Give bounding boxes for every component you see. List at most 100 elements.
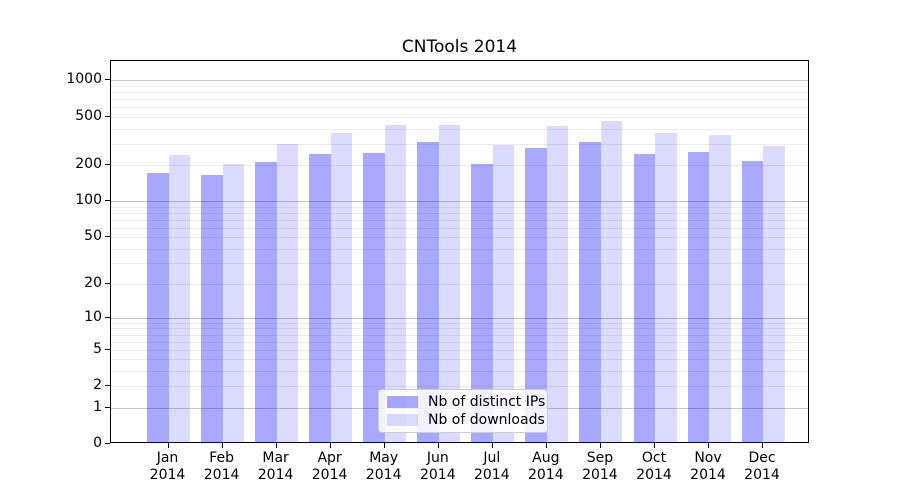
gridline-minor (111, 341, 808, 343)
bar-distinct-ips (363, 153, 385, 443)
legend-label-downloads: Nb of downloads (428, 412, 545, 428)
x-tick-label: Jan 2014 (149, 450, 186, 483)
x-tick-label: Dec 2014 (744, 450, 780, 483)
chart-title: CNTools 2014 (401, 37, 518, 57)
x-tick-label: Feb 2014 (203, 450, 240, 483)
y-tick-label: 0 (93, 435, 102, 451)
x-tick-mark (654, 443, 655, 448)
bar-downloads (438, 125, 461, 443)
x-tick-mark (329, 443, 331, 448)
x-tick-mark (491, 443, 493, 448)
y-tick-mark (105, 115, 110, 117)
y-tick-mark (105, 163, 110, 165)
x-tick-mark (221, 443, 223, 448)
gridline-minor (111, 237, 808, 238)
y-tick-label: 10 (84, 308, 102, 325)
x-tick-label: Nov 2014 (690, 450, 726, 483)
gridline-minor (111, 164, 808, 166)
y-tick-label: 2 (93, 377, 102, 394)
x-tick-label: May 2014 (365, 450, 402, 483)
bar-distinct-ips (417, 141, 439, 443)
y-tick-label: 1000 (66, 71, 102, 88)
y-tick-mark (105, 406, 110, 408)
bar-downloads (168, 155, 190, 443)
gridline-minor (111, 322, 808, 324)
y-tick-mark (105, 282, 110, 284)
y-tick-label: 5 (93, 340, 102, 357)
y-tick-mark (105, 443, 110, 444)
bar-distinct-ips (579, 141, 601, 443)
gridline-minor (111, 334, 808, 336)
plot-area (110, 60, 809, 443)
gridline-minor (111, 349, 808, 351)
y-tick-label: 1 (93, 398, 102, 415)
gridline-minor (111, 143, 808, 145)
x-tick-mark (599, 443, 601, 448)
bar-downloads (600, 120, 623, 443)
legend-item-downloads: Nb of downloads (387, 412, 545, 428)
x-tick-label: Apr 2014 (311, 450, 348, 483)
bar-distinct-ips (255, 162, 277, 443)
bar-downloads (330, 132, 353, 443)
y-tick-mark (105, 385, 110, 387)
gridline-minor (111, 99, 808, 101)
gridline-major (111, 317, 808, 319)
x-tick-mark (383, 443, 385, 448)
gridline-minor (111, 206, 808, 208)
bar-distinct-ips (741, 161, 763, 443)
bar-distinct-ips (687, 152, 709, 443)
x-tick-label: Sep 2014 (582, 450, 618, 483)
x-tick-mark (545, 443, 547, 448)
legend-swatch-distinct-ips (387, 396, 418, 408)
gridline-major (111, 80, 808, 82)
bar-downloads (655, 132, 677, 443)
y-tick-label: 500 (75, 107, 102, 124)
gridline-minor (111, 128, 808, 130)
x-tick-mark (708, 443, 709, 448)
y-tick-mark (105, 200, 110, 202)
y-tick-mark (105, 348, 110, 350)
bar-distinct-ips (633, 154, 655, 443)
gridline-minor (111, 92, 808, 94)
bar-distinct-ips (201, 174, 223, 443)
gridline-minor (111, 219, 808, 221)
gridline-major (111, 201, 808, 203)
y-tick-label: 20 (84, 274, 102, 291)
y-tick-mark (105, 316, 110, 318)
bar-downloads (384, 124, 407, 443)
gridline-minor (111, 227, 808, 229)
bar-downloads (492, 144, 515, 443)
x-tick-label: Jul 2014 (473, 450, 510, 483)
x-tick-mark (762, 443, 763, 448)
x-tick-mark (275, 443, 277, 448)
legend-swatch-downloads (387, 414, 418, 426)
bar-downloads (276, 143, 299, 443)
gridline-minor (111, 85, 808, 87)
bar-downloads (763, 146, 785, 443)
x-tick-mark (437, 443, 439, 448)
legend-item-distinct-ips: Nb of distinct IPs (387, 394, 545, 410)
gridline-minor (111, 263, 808, 265)
legend-label-distinct-ips: Nb of distinct IPs (428, 394, 546, 410)
bar-downloads (222, 163, 245, 443)
x-tick-label: Aug 2014 (527, 450, 564, 483)
bar-distinct-ips (147, 173, 169, 443)
bar-downloads (709, 134, 731, 443)
gridline-minor (111, 248, 808, 250)
bar-distinct-ips (309, 154, 331, 443)
x-tick-label: Oct 2014 (636, 450, 672, 483)
y-tick-label: 100 (75, 192, 102, 209)
legend: Nb of distinct IPs Nb of downloads (378, 389, 548, 433)
gridline-minor (111, 212, 808, 214)
x-tick-label: Mar 2014 (257, 450, 294, 483)
bar-distinct-ips (525, 148, 547, 443)
x-tick-label: Jun 2014 (419, 450, 456, 483)
gridline-minor (111, 283, 808, 285)
gridline-minor (111, 328, 808, 330)
gridline-minor (111, 116, 808, 118)
bar-downloads (546, 125, 569, 443)
y-tick-label: 50 (84, 228, 102, 244)
gridline-minor (111, 386, 808, 388)
gridline-minor (111, 371, 808, 372)
